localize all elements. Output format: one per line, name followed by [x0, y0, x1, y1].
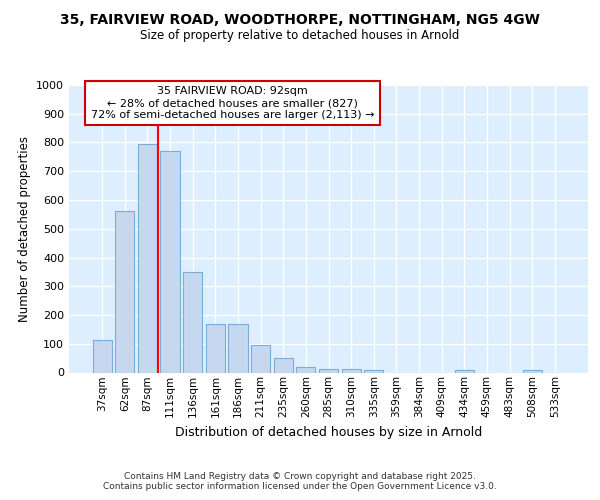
X-axis label: Distribution of detached houses by size in Arnold: Distribution of detached houses by size … [175, 426, 482, 438]
Bar [296, 368, 316, 372]
Y-axis label: Number of detached properties: Number of detached properties [17, 136, 31, 322]
Bar [523, 370, 542, 372]
Bar [138, 144, 157, 372]
Text: 35, FAIRVIEW ROAD, WOODTHORPE, NOTTINGHAM, NG5 4GW: 35, FAIRVIEW ROAD, WOODTHORPE, NOTTINGHA… [60, 12, 540, 26]
Bar [251, 344, 270, 372]
Bar [160, 151, 180, 372]
Text: Contains HM Land Registry data © Crown copyright and database right 2025.
Contai: Contains HM Land Registry data © Crown c… [103, 472, 497, 491]
Bar [319, 369, 338, 372]
Bar [341, 369, 361, 372]
Bar [183, 272, 202, 372]
Bar [206, 324, 225, 372]
Bar [274, 358, 293, 372]
Text: 35 FAIRVIEW ROAD: 92sqm
← 28% of detached houses are smaller (827)
72% of semi-d: 35 FAIRVIEW ROAD: 92sqm ← 28% of detache… [91, 86, 374, 120]
Bar [92, 340, 112, 372]
Bar [364, 370, 383, 372]
Text: Size of property relative to detached houses in Arnold: Size of property relative to detached ho… [140, 29, 460, 42]
Bar [455, 370, 474, 372]
Bar [229, 324, 248, 372]
Bar [115, 210, 134, 372]
